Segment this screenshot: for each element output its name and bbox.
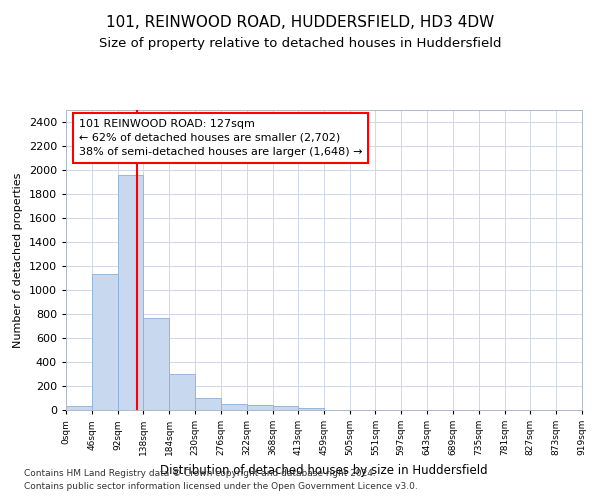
Bar [221,404,247,410]
X-axis label: Distribution of detached houses by size in Huddersfield: Distribution of detached houses by size … [160,464,488,476]
Bar [272,406,298,410]
Text: Contains public sector information licensed under the Open Government Licence v3: Contains public sector information licen… [24,482,418,491]
Bar [143,318,169,410]
Bar [169,374,195,410]
Bar [195,398,221,410]
Y-axis label: Number of detached properties: Number of detached properties [13,172,23,348]
Bar [66,406,92,410]
Text: 101, REINWOOD ROAD, HUDDERSFIELD, HD3 4DW: 101, REINWOOD ROAD, HUDDERSFIELD, HD3 4D… [106,15,494,30]
Text: 101 REINWOOD ROAD: 127sqm
← 62% of detached houses are smaller (2,702)
38% of se: 101 REINWOOD ROAD: 127sqm ← 62% of detac… [79,119,362,157]
Bar [247,405,272,410]
Bar [118,175,143,410]
Text: Contains HM Land Registry data © Crown copyright and database right 2024.: Contains HM Land Registry data © Crown c… [24,468,376,477]
Bar [92,274,118,410]
Text: Size of property relative to detached houses in Huddersfield: Size of property relative to detached ho… [99,38,501,51]
Bar [298,408,324,410]
